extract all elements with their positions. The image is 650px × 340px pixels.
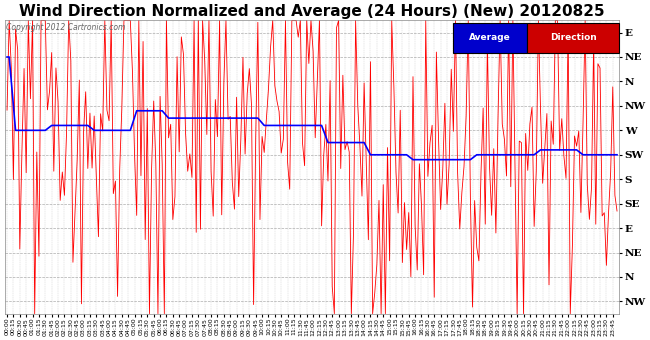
Bar	[527, 23, 619, 53]
Text: Average: Average	[469, 33, 511, 42]
Text: Direction: Direction	[550, 33, 597, 42]
Title: Wind Direction Normalized and Average (24 Hours) (New) 20120825: Wind Direction Normalized and Average (2…	[20, 4, 605, 19]
Bar	[453, 23, 527, 53]
Text: Copyright 2012 Cartronics.com: Copyright 2012 Cartronics.com	[6, 23, 125, 32]
